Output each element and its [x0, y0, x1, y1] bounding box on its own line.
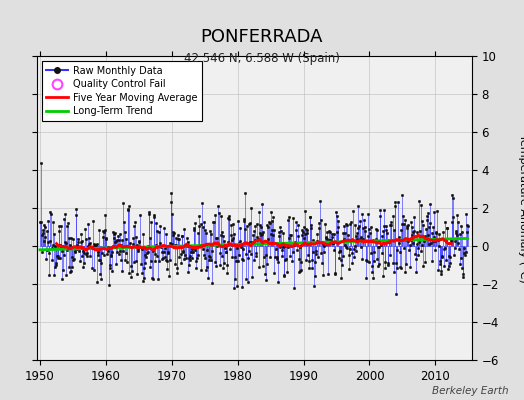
Legend: Raw Monthly Data, Quality Control Fail, Five Year Moving Average, Long-Term Tren: Raw Monthly Data, Quality Control Fail, …	[41, 61, 202, 121]
Text: 42.546 N, 6.588 W (Spain): 42.546 N, 6.588 W (Spain)	[184, 52, 340, 65]
Text: PONFERRADA: PONFERRADA	[201, 28, 323, 46]
Y-axis label: Temperature Anomaly (°C): Temperature Anomaly (°C)	[518, 134, 524, 282]
Text: Berkeley Earth: Berkeley Earth	[432, 386, 508, 396]
